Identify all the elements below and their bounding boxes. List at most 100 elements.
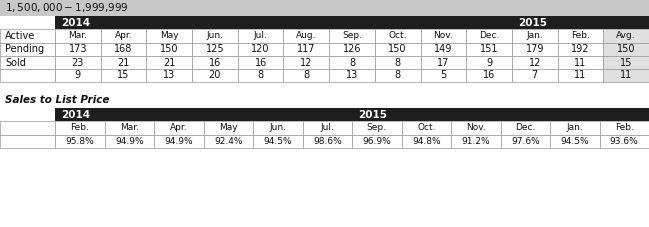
Bar [284,43,329,56]
Text: 192: 192 [571,44,590,54]
Bar [604,69,649,82]
Text: 21: 21 [163,57,175,67]
Bar [204,135,253,148]
Bar [604,43,649,56]
Text: 2015: 2015 [358,109,387,119]
Bar [55,43,101,56]
Text: 92.4%: 92.4% [214,137,243,146]
Text: 17: 17 [437,57,450,67]
Text: 94.9%: 94.9% [164,137,193,146]
Text: 117: 117 [297,44,315,54]
Bar [550,135,600,148]
Text: 179: 179 [526,44,544,54]
Bar [466,43,512,56]
Bar [421,69,466,82]
Bar [101,43,147,56]
Text: Jun.: Jun. [269,123,286,133]
Text: Jul.: Jul. [254,32,267,40]
Bar [284,56,329,69]
Bar [238,43,284,56]
Text: 16: 16 [483,71,495,81]
Bar [253,121,302,135]
Text: 21: 21 [117,57,130,67]
Bar [192,69,238,82]
Bar [147,56,192,69]
Bar [104,121,154,135]
Bar [600,135,649,148]
Bar [55,108,649,121]
Text: Nov.: Nov. [434,32,453,40]
Text: 8: 8 [258,71,263,81]
Bar [55,135,104,148]
Text: 9: 9 [75,71,81,81]
Text: Jun.: Jun. [206,32,223,40]
Bar [557,29,604,43]
Bar [512,69,557,82]
Bar [0,56,55,69]
Bar [192,56,238,69]
Bar [500,121,550,135]
Text: Sep.: Sep. [367,123,387,133]
Bar [466,29,512,43]
Bar [421,29,466,43]
Text: Sold: Sold [5,57,26,67]
Text: Aug.: Aug. [296,32,317,40]
Text: 9: 9 [486,57,492,67]
Bar [0,121,55,135]
Bar [238,56,284,69]
Text: 94.9%: 94.9% [115,137,143,146]
Bar [0,135,55,148]
Bar [238,29,284,43]
Text: 7: 7 [532,71,538,81]
Bar [466,56,512,69]
Text: 11: 11 [620,71,632,81]
Text: 95.8%: 95.8% [66,137,94,146]
Bar [55,16,649,29]
Text: Apr.: Apr. [115,32,132,40]
Bar [375,56,421,69]
Text: 15: 15 [117,71,130,81]
Bar [55,56,101,69]
Text: 2014: 2014 [61,17,90,27]
Bar [147,43,192,56]
Bar [147,69,192,82]
Text: $1,500,000 - $1,999,999: $1,500,000 - $1,999,999 [5,2,129,15]
Bar [451,135,500,148]
Bar [421,56,466,69]
Bar [557,69,604,82]
Text: 8: 8 [395,71,400,81]
Bar [604,29,649,43]
Bar [512,56,557,69]
Text: 150: 150 [617,44,635,54]
Bar [402,135,451,148]
Bar [550,121,600,135]
Text: Mar.: Mar. [68,32,88,40]
Text: 168: 168 [114,44,133,54]
Bar [0,69,55,82]
Text: Feb.: Feb. [615,123,633,133]
Text: 8: 8 [395,57,400,67]
Text: Sales to List Price: Sales to List Price [5,95,110,105]
Bar [466,69,512,82]
Bar [375,29,421,43]
Text: May: May [219,123,238,133]
Text: 8: 8 [303,71,310,81]
Bar [192,43,238,56]
Bar [352,121,402,135]
Bar [55,29,101,43]
Bar [154,121,204,135]
Bar [512,43,557,56]
Text: 15: 15 [620,57,632,67]
Text: Feb.: Feb. [571,32,590,40]
Text: Dec.: Dec. [479,32,499,40]
Bar [0,29,55,43]
Text: Sep.: Sep. [342,32,362,40]
Text: Jul.: Jul. [321,123,334,133]
Bar [329,56,375,69]
Bar [55,121,104,135]
Bar [421,43,466,56]
Bar [557,56,604,69]
Bar [329,69,375,82]
Bar [204,121,253,135]
Text: Feb.: Feb. [70,123,89,133]
